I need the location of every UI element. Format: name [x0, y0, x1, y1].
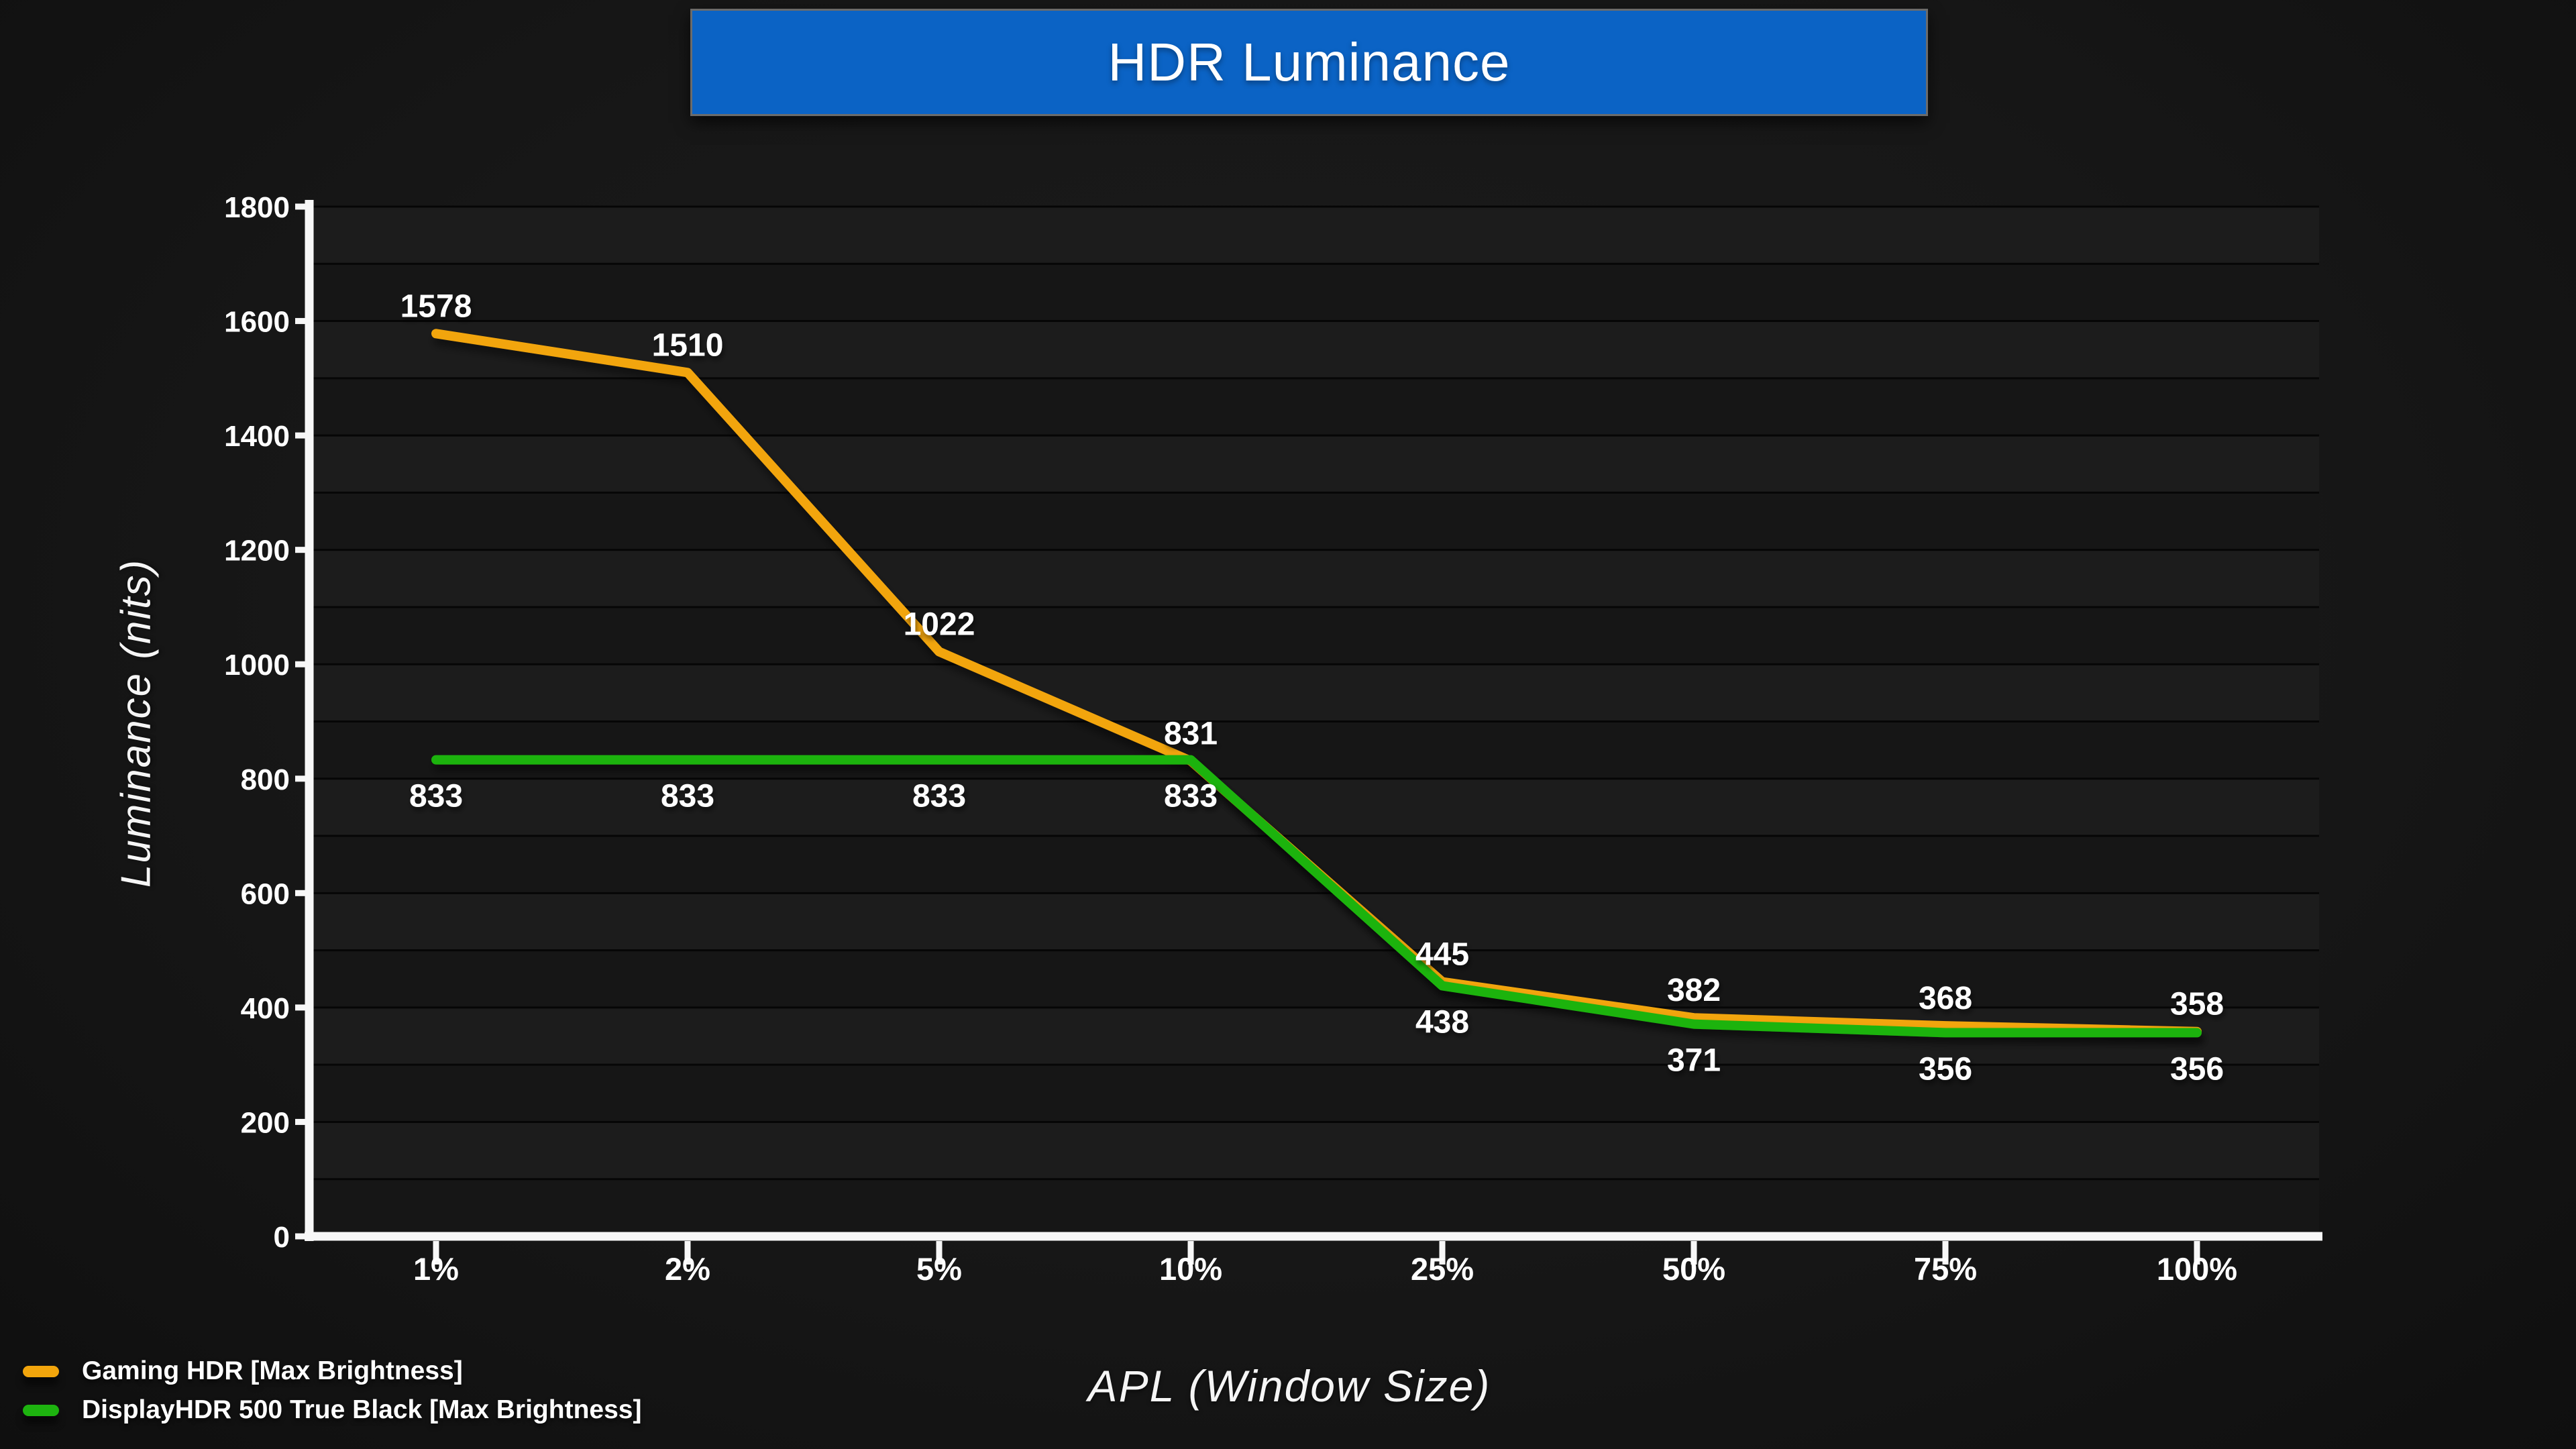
data-label-gaming-hdr-max-brightness: 445: [1415, 937, 1469, 973]
data-label-displayhdr-500-true-black-max-brightness: 371: [1667, 1043, 1721, 1079]
plot-band: [313, 321, 2319, 378]
plot-band: [313, 492, 2319, 550]
x-tick-label: 25%: [1411, 1251, 1474, 1287]
legend-label-gaming-hdr: Gaming HDR [Max Brightness]: [82, 1356, 463, 1385]
x-tick-label: 5%: [916, 1251, 962, 1287]
y-tick-label: 200: [241, 1106, 290, 1139]
plot-band: [313, 378, 2319, 436]
data-label-gaming-hdr-max-brightness: 1510: [652, 327, 724, 363]
x-axis-title: APL (Window Size): [1087, 1361, 1491, 1411]
y-tick-label: 0: [274, 1221, 290, 1254]
y-tick-label: 1400: [224, 420, 290, 453]
y-tick-label: 1600: [224, 306, 290, 339]
plot-band: [313, 264, 2319, 321]
data-label-displayhdr-500-true-black-max-brightness: 833: [1164, 779, 1218, 814]
y-tick-label: 600: [241, 877, 290, 910]
chart-title-box: HDR Luminance: [690, 9, 1928, 116]
plot-band: [313, 1065, 2319, 1122]
plot-band: [313, 950, 2319, 1008]
plot-band: [313, 664, 2319, 722]
y-tick-label: 800: [241, 763, 290, 796]
plot-band: [313, 1122, 2319, 1179]
plot-band: [313, 721, 2319, 779]
data-label-displayhdr-500-true-black-max-brightness: 356: [1919, 1051, 1972, 1087]
legend-label-displayhdr-500-true-black: DisplayHDR 500 True Black [Max Brightnes…: [82, 1395, 642, 1424]
x-tick-label: 75%: [1914, 1251, 1977, 1287]
plot-band: [313, 435, 2319, 493]
y-tick-label: 1800: [224, 191, 290, 224]
plot-band: [313, 207, 2319, 264]
y-tick-label: 1000: [224, 649, 290, 682]
data-label-displayhdr-500-true-black-max-brightness: 833: [661, 779, 714, 814]
series-line-displayhdr-500-true-black-max-brightness: [431, 755, 2202, 1038]
data-label-gaming-hdr-max-brightness: 1578: [400, 288, 472, 324]
x-tick-label: 100%: [2157, 1251, 2237, 1287]
chart-title: HDR Luminance: [1108, 32, 1511, 92]
data-label-gaming-hdr-max-brightness: 382: [1667, 973, 1721, 1008]
data-label-gaming-hdr-max-brightness: 368: [1919, 981, 1972, 1016]
plot-band: [313, 836, 2319, 894]
plot-band: [313, 778, 2319, 837]
x-tick-label: 10%: [1159, 1251, 1222, 1287]
y-tick-label: 400: [241, 992, 290, 1025]
data-label-displayhdr-500-true-black-max-brightness: 356: [2170, 1051, 2224, 1087]
data-label-gaming-hdr-max-brightness: 831: [1164, 716, 1218, 751]
x-tick-label: 50%: [1662, 1251, 1725, 1287]
legend-item-displayhdr-500-true-black: DisplayHDR 500 True Black [Max Brightnes…: [23, 1395, 641, 1425]
data-label-displayhdr-500-true-black-max-brightness: 833: [409, 779, 463, 814]
y-tick-label: 1200: [224, 535, 290, 568]
data-label-gaming-hdr-max-brightness: 1022: [904, 606, 975, 642]
data-label-gaming-hdr-max-brightness: 358: [2170, 987, 2224, 1022]
data-label-displayhdr-500-true-black-max-brightness: 833: [912, 779, 966, 814]
data-label-displayhdr-500-true-black-max-brightness: 438: [1415, 1004, 1469, 1040]
plot-band: [313, 893, 2319, 951]
legend-item-gaming-hdr: Gaming HDR [Max Brightness]: [23, 1356, 641, 1386]
legend-swatch-gaming-hdr: [23, 1365, 59, 1377]
plot-band: [313, 1179, 2319, 1236]
x-tick-label: 1%: [413, 1251, 459, 1287]
y-axis-title: Luminance (nits): [113, 558, 160, 888]
legend-swatch-displayhdr-500-true-black: [23, 1404, 59, 1416]
legend: Gaming HDR [Max Brightness] DisplayHDR 5…: [23, 1356, 641, 1425]
plot-band: [313, 606, 2319, 665]
plot-band: [313, 549, 2319, 607]
x-tick-label: 2%: [665, 1251, 710, 1287]
